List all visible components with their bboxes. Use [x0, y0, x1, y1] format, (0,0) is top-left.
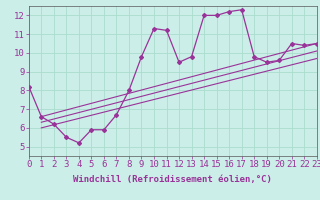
X-axis label: Windchill (Refroidissement éolien,°C): Windchill (Refroidissement éolien,°C)	[73, 175, 272, 184]
